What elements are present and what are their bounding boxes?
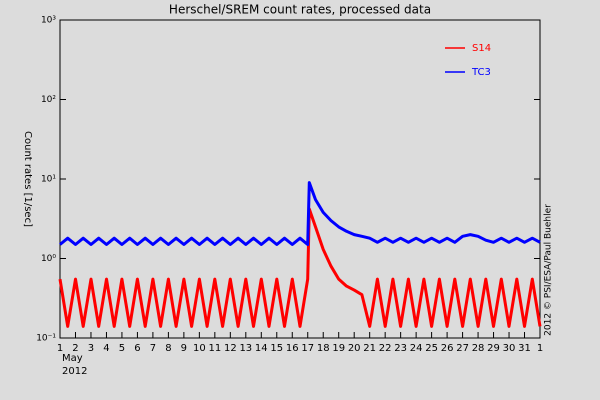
- x-tick-label: 27: [456, 343, 469, 354]
- y-tick-label: 10²: [41, 95, 56, 105]
- y-tick-label: 10⁻¹: [36, 334, 56, 344]
- x-tick-label: 19: [332, 343, 345, 354]
- x-tick-label: 11: [208, 343, 221, 354]
- x-tick-label: 8: [165, 343, 171, 354]
- series-line: [58, 207, 542, 328]
- x-tick-label: 20: [348, 343, 361, 354]
- x-tick-label: 30: [503, 343, 516, 354]
- x-tick-label: 21: [363, 343, 376, 354]
- x-tick-label: 12: [224, 343, 237, 354]
- x-tick-label: 7: [150, 343, 156, 354]
- x-tick-label: 29: [487, 343, 500, 354]
- legend-label: TC3: [471, 67, 491, 78]
- series-line: [59, 181, 541, 246]
- x-tick-label: 15: [270, 343, 283, 354]
- x-tick-label: 1: [57, 343, 63, 354]
- y-tick-label: 10⁰: [41, 254, 56, 264]
- x-tick-label: 1: [537, 343, 543, 354]
- chart-title: Herschel/SREM count rates, processed dat…: [169, 3, 431, 17]
- x-tick-label: 24: [410, 343, 423, 354]
- x-sublabel: 2012: [62, 366, 87, 377]
- x-tick-label: 18: [317, 343, 330, 354]
- x-tick-label: 17: [301, 343, 314, 354]
- x-tick-label: 2: [72, 343, 78, 354]
- x-tick-label: 22: [379, 343, 392, 354]
- y-tick-label: 10¹: [41, 175, 56, 185]
- x-sublabel: May: [62, 353, 83, 364]
- x-tick-label: 26: [441, 343, 454, 354]
- x-tick-label: 13: [239, 343, 252, 354]
- x-tick-label: 5: [119, 343, 125, 354]
- x-tick-label: 23: [394, 343, 407, 354]
- legend-label: S14: [472, 43, 491, 54]
- x-tick-label: 10: [193, 343, 206, 354]
- x-tick-label: 16: [286, 343, 299, 354]
- x-tick-label: 3: [88, 343, 94, 354]
- x-tick-label: 9: [181, 343, 187, 354]
- x-tick-label: 14: [255, 343, 268, 354]
- x-tick-label: 6: [134, 343, 140, 354]
- x-tick-label: 4: [103, 343, 109, 354]
- y-axis-label: Count rates [1/sec]: [22, 131, 33, 227]
- x-tick-label: 28: [472, 343, 485, 354]
- x-tick-label: 25: [425, 343, 438, 354]
- x-tick-label: 31: [518, 343, 531, 354]
- y-tick-label: 10³: [41, 16, 56, 26]
- credit: 2012 © PSI/ESA/Paul Buehler: [544, 204, 554, 336]
